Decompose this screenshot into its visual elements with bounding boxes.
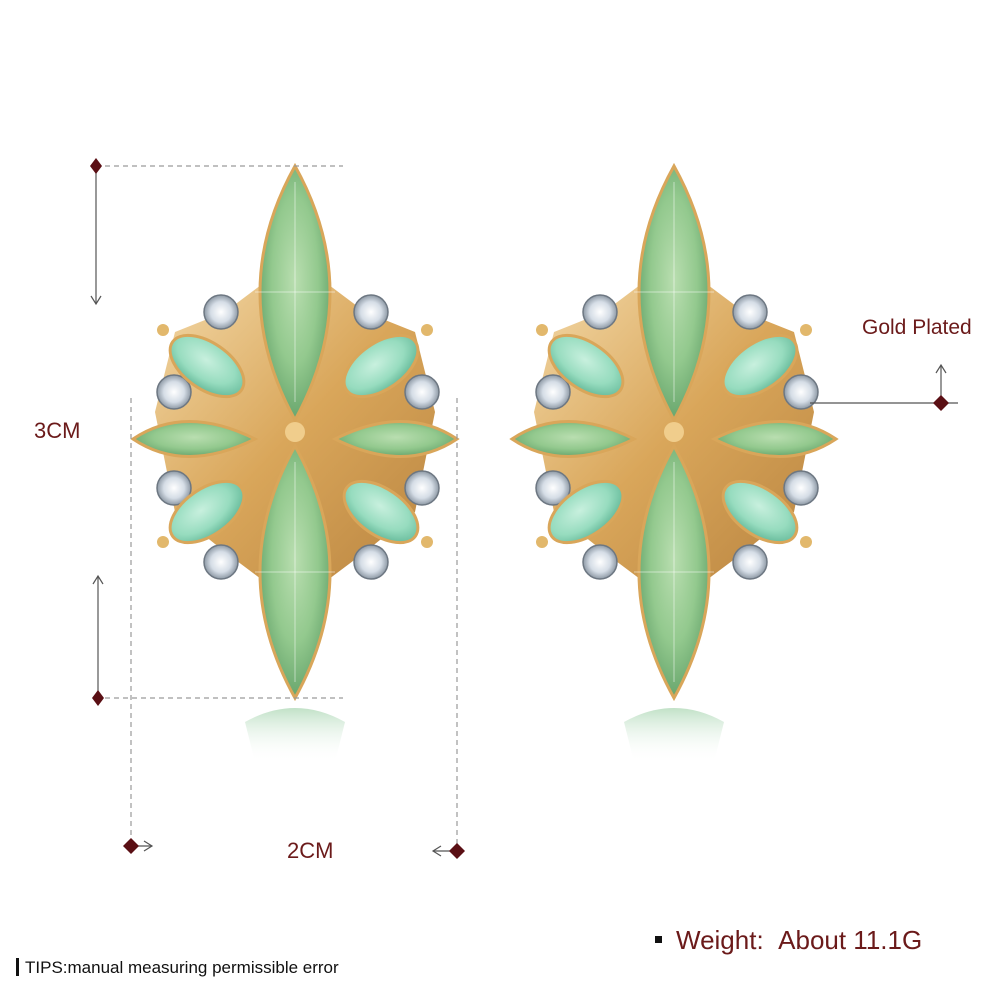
weight-label: Weight: <box>676 925 764 955</box>
right-earring <box>510 164 838 764</box>
dimension-markers <box>90 158 949 859</box>
weight-value: About 11.1G <box>778 925 923 955</box>
tips-line: TIPS:manual measuring permissible error <box>16 957 339 978</box>
plating-label: Gold Plated <box>862 316 972 339</box>
left-earring <box>131 164 459 764</box>
weight-line: Weight: About 11.1G <box>655 925 922 956</box>
width-dimension-label: 2CM <box>287 838 334 863</box>
tips-text: TIPS:manual measuring permissible error <box>25 958 339 977</box>
height-dimension-label: 3CM <box>34 418 81 443</box>
bar-icon <box>16 957 19 976</box>
bullet-icon <box>655 935 662 943</box>
